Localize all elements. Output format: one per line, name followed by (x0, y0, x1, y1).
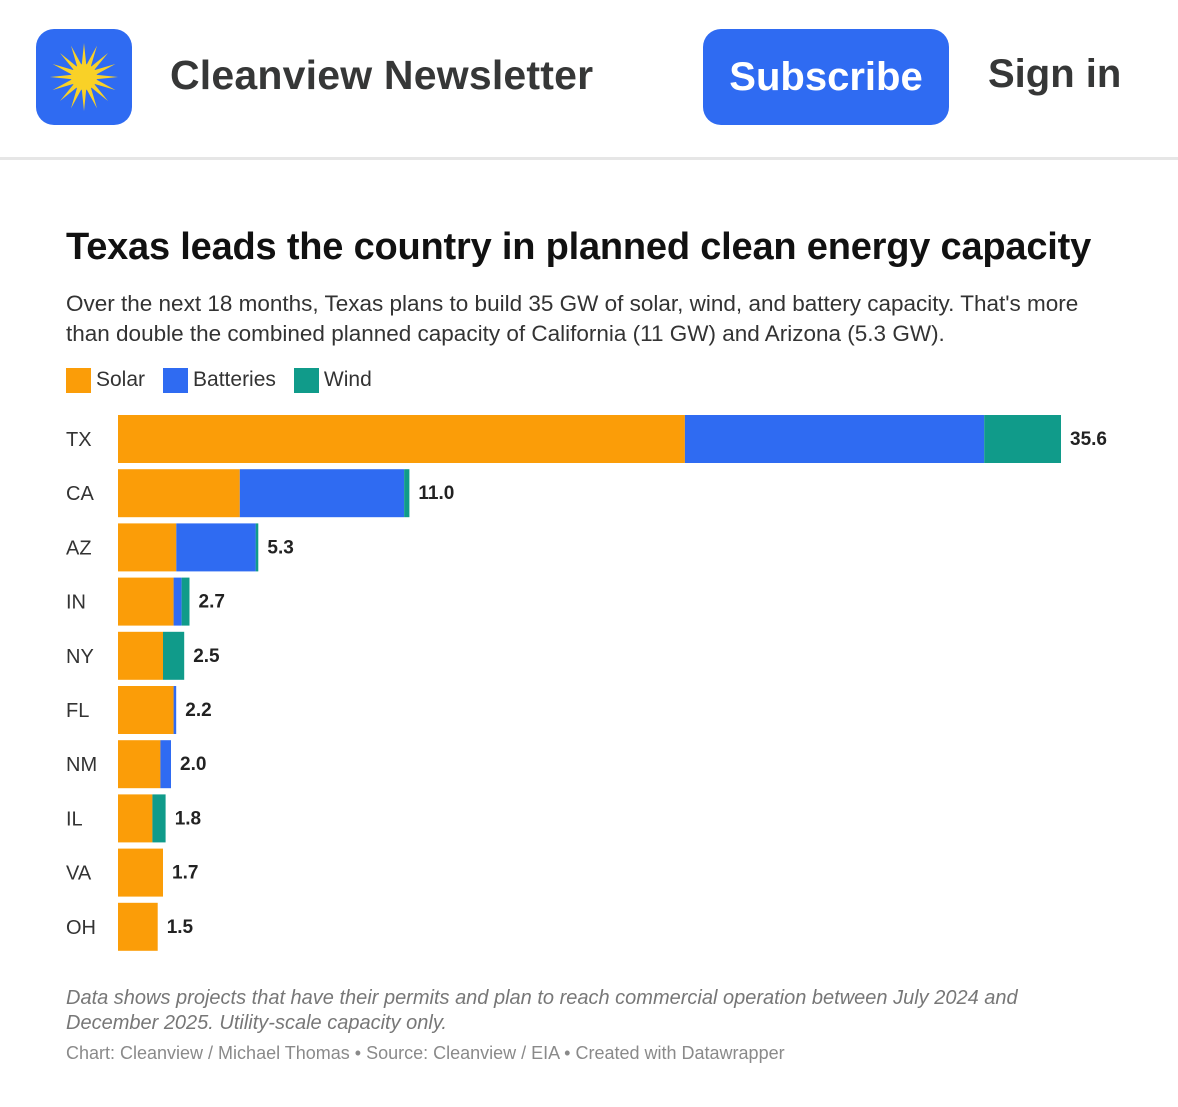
bar-total-label: 2.0 (180, 754, 206, 775)
sun-burst-core (71, 64, 97, 90)
chart-title: Texas leads the country in planned clean… (66, 226, 1092, 268)
bar-segment-wind (404, 469, 410, 518)
bar-total-label: 2.7 (199, 592, 225, 613)
bar-segment-batteries (160, 740, 171, 789)
bar-total-label: 11.0 (418, 483, 454, 504)
logo[interactable] (36, 29, 132, 125)
bar-total-label: 1.7 (172, 863, 198, 884)
chart-footnote: Data shows projects that have their perm… (66, 987, 1018, 1034)
bar-segment-batteries (176, 523, 256, 572)
bar-segment-wind (181, 577, 190, 626)
top-bar: Cleanview Newsletter Subscribe Sign in (0, 0, 1178, 160)
category-label: VA (66, 863, 92, 885)
bar-segment-batteries (684, 415, 985, 463)
chart-subtitle: Over the next 18 months, Texas plans to … (66, 291, 1079, 346)
bar-segment-solar (118, 902, 158, 951)
bar-segment-solar (118, 577, 174, 626)
category-label: AZ (66, 537, 92, 559)
bar-segment-wind (163, 631, 185, 680)
category-label: NM (66, 754, 97, 776)
category-label: FL (66, 700, 89, 722)
bar-segment-wind (152, 794, 166, 843)
bar-total-label: 35.6 (1070, 429, 1107, 450)
bar-segment-solar (118, 523, 177, 572)
bar-segment-solar (118, 686, 174, 734)
legend-item-solar: Solar (66, 367, 146, 393)
bar-segment-solar (118, 848, 163, 897)
stacked-bar-chart: TX 35.6 CA 11.0 AZ 5.3 IN 2.7 NY 2.5 FL 2.2 NM 2.0 IL 1… (66, 415, 1107, 951)
bar-segment-wind (255, 523, 259, 572)
bar-segment-batteries (173, 686, 177, 734)
bar-segment-solar (118, 469, 240, 518)
category-label: IN (66, 592, 86, 614)
bar-segment-solar (118, 631, 163, 680)
legend-label-wind: Wind (323, 368, 372, 391)
bar-total-label: 1.8 (175, 808, 201, 829)
category-label: OH (66, 917, 96, 939)
legend-swatch-batteries (163, 367, 189, 393)
bar-total-label: 5.3 (267, 537, 293, 558)
chart-legend: Solar Batteries Wind (66, 366, 390, 394)
bar-total-label: 2.5 (193, 646, 220, 667)
legend-swatch-solar (66, 367, 91, 393)
legend-label-batteries: Batteries (193, 368, 276, 391)
category-label: IL (66, 808, 83, 830)
sun-burst-icon (50, 43, 118, 111)
bar-segment-batteries (173, 577, 182, 626)
category-label: TX (66, 429, 92, 451)
bar-segment-solar (118, 794, 153, 843)
bar-segment-solar (118, 740, 161, 789)
bar-total-label: 2.2 (185, 700, 211, 721)
chart-credits: Chart: Cleanview / Michael Thomas • Sour… (66, 1043, 785, 1063)
sign-in-link[interactable]: Sign in (988, 52, 1122, 96)
bar-segment-solar (118, 415, 685, 463)
subscribe-button[interactable]: Subscribe (703, 29, 949, 125)
bar-segment-wind (984, 415, 1061, 463)
legend-item-batteries: Batteries (163, 367, 276, 393)
legend-label-solar: Solar (96, 368, 146, 391)
publication-name[interactable]: Cleanview Newsletter (170, 52, 594, 98)
category-label: CA (66, 483, 94, 505)
category-label: NY (66, 646, 94, 668)
bar-total-label: 1.5 (167, 917, 194, 938)
bar-segment-batteries (239, 469, 404, 518)
legend-item-wind: Wind (293, 367, 372, 393)
legend-swatch-wind (293, 367, 319, 393)
